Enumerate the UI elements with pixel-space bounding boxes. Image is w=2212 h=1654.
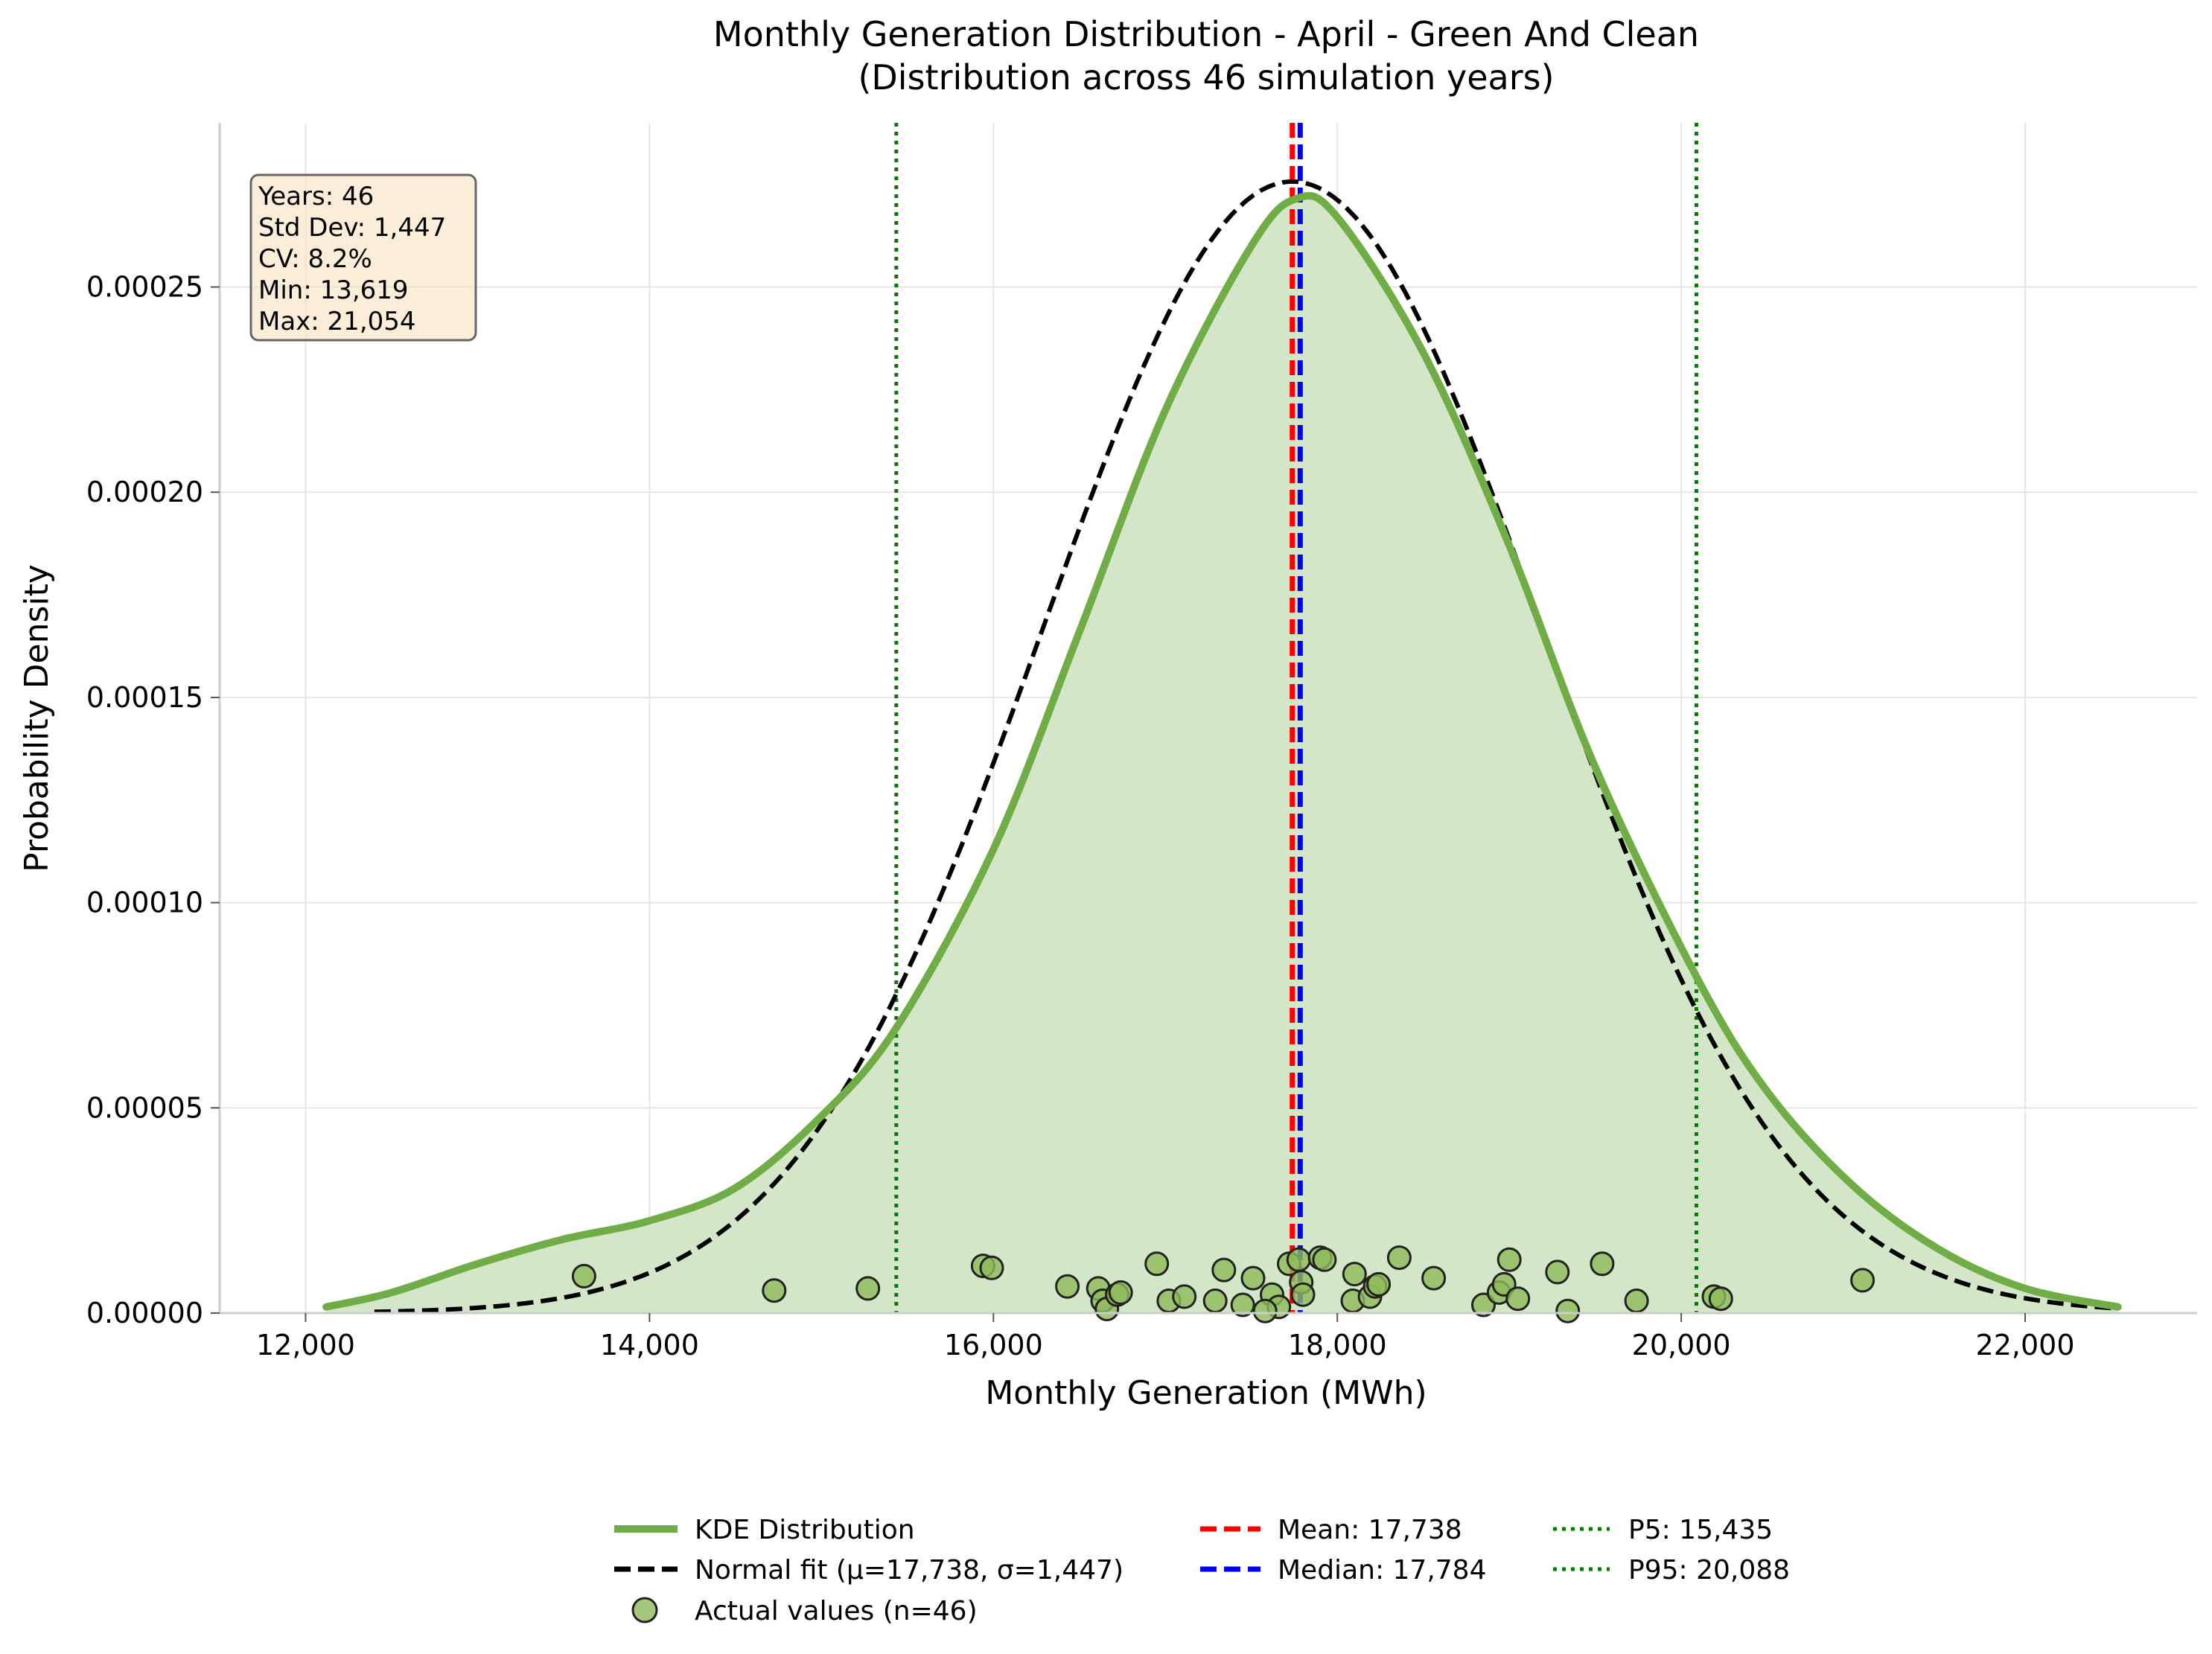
stats-cv: CV: 8.2% bbox=[258, 244, 372, 274]
actual-value-point bbox=[1286, 1247, 1311, 1272]
legend-kde-label: KDE Distribution bbox=[695, 1515, 915, 1545]
x-tick-label: 14,000 bbox=[600, 1329, 699, 1361]
legend-mean-label: Mean: 17,738 bbox=[1278, 1515, 1462, 1545]
actual-value-point bbox=[1230, 1292, 1255, 1318]
legend-p95-label: P95: 20,088 bbox=[1628, 1555, 1790, 1586]
stats-std-dev: Std Dev: 1,447 bbox=[258, 213, 446, 243]
actual-value-point bbox=[1421, 1265, 1447, 1291]
y-tick-label: 0.00015 bbox=[86, 681, 203, 714]
kde-area-fill bbox=[326, 195, 2118, 1313]
y-tick-label: 0.00020 bbox=[86, 476, 203, 508]
actual-value-point bbox=[571, 1263, 596, 1289]
actual-value-point bbox=[1590, 1251, 1615, 1277]
stats-box: Years: 46 Std Dev: 1,447 CV: 8.2% Min: 1… bbox=[249, 173, 477, 342]
actual-value-point bbox=[762, 1278, 787, 1303]
actual-value-point bbox=[1342, 1262, 1367, 1287]
y-tick-label: 0.00000 bbox=[86, 1297, 203, 1329]
actual-value-point bbox=[1850, 1268, 1875, 1293]
actual-value-point bbox=[1624, 1289, 1649, 1313]
actual-value-point bbox=[1240, 1265, 1266, 1291]
legend-actual-swatch bbox=[631, 1597, 658, 1623]
y-ticks: 0.00000 0.00005 0.00010 0.00015 0.00020 0.000… bbox=[86, 271, 220, 1329]
actual-value-point bbox=[1386, 1245, 1412, 1271]
stats-max: Max: 21,054 bbox=[258, 307, 416, 336]
y-tick-label: 0.00005 bbox=[86, 1091, 203, 1124]
kde-line bbox=[322, 191, 2122, 1311]
stats-min: Min: 13,619 bbox=[258, 275, 409, 305]
curve-layer bbox=[322, 179, 2122, 1315]
actual-value-point bbox=[1202, 1289, 1228, 1313]
legend: KDE Distribution Normal fit (μ=17,738, σ… bbox=[614, 1515, 1790, 1626]
x-tick-label: 12,000 bbox=[256, 1329, 355, 1361]
actual-value-point bbox=[979, 1255, 1004, 1280]
y-tick-label: 0.00010 bbox=[86, 887, 203, 919]
actual-value-point bbox=[1144, 1251, 1170, 1277]
actual-value-point bbox=[1211, 1257, 1237, 1283]
x-tick-label: 20,000 bbox=[1632, 1329, 1731, 1361]
actual-value-point bbox=[1497, 1247, 1522, 1272]
actual-value-point bbox=[1252, 1298, 1278, 1323]
actual-value-point bbox=[1108, 1280, 1133, 1305]
chart-title: Monthly Generation Distribution - April … bbox=[713, 14, 1699, 54]
actual-value-point bbox=[1312, 1247, 1337, 1272]
actual-value-point bbox=[1172, 1284, 1197, 1309]
legend-median-label: Median: 17,784 bbox=[1278, 1555, 1486, 1586]
actual-value-point bbox=[1545, 1259, 1570, 1285]
stats-box-background bbox=[249, 173, 477, 342]
actual-value-point bbox=[1366, 1271, 1392, 1297]
chart-subtitle: (Distribution across 46 simulation years… bbox=[858, 57, 1554, 98]
actual-value-point bbox=[855, 1276, 881, 1301]
x-tick-label: 16,000 bbox=[944, 1329, 1043, 1361]
reference-lines bbox=[894, 123, 1698, 1313]
x-ticks: 12,000 14,000 16,000 18,000 20,000 22,000 bbox=[256, 1313, 2075, 1361]
actual-value-point bbox=[1290, 1282, 1316, 1307]
x-tick-label: 18,000 bbox=[1288, 1329, 1387, 1361]
y-axis-label: Probability Density bbox=[18, 564, 56, 872]
actual-value-point bbox=[1055, 1274, 1080, 1299]
actual-value-point bbox=[1555, 1298, 1581, 1323]
actual-value-point bbox=[1708, 1286, 1733, 1312]
actual-value-point bbox=[1505, 1286, 1531, 1312]
x-tick-label: 22,000 bbox=[1976, 1329, 2075, 1361]
normal-fit-line bbox=[374, 179, 2118, 1315]
stats-years: Years: 46 bbox=[258, 182, 374, 211]
legend-normal-label: Normal fit (μ=17,738, σ=1,447) bbox=[695, 1555, 1123, 1586]
y-tick-label: 0.00025 bbox=[86, 271, 203, 304]
legend-actual-label: Actual values (n=46) bbox=[695, 1596, 978, 1626]
kde-fill-layer bbox=[326, 195, 2118, 1313]
scatter-points bbox=[571, 1245, 1875, 1323]
legend-p5-label: P5: 15,435 bbox=[1628, 1515, 1773, 1545]
x-axis-label: Monthly Generation (MWh) bbox=[985, 1374, 1427, 1412]
